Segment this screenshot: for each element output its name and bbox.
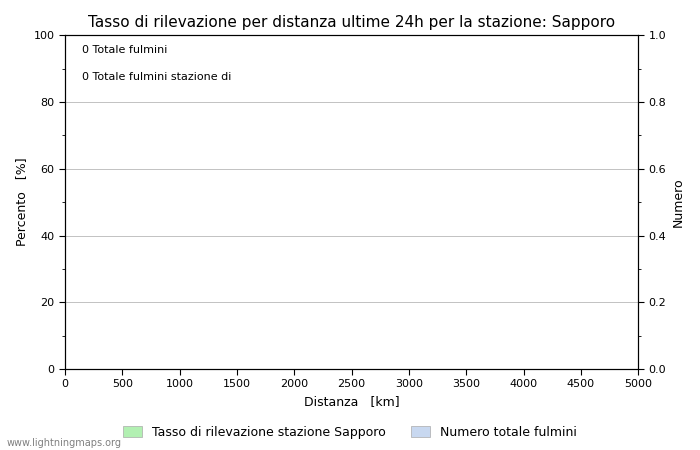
Y-axis label: Percento   [%]: Percento [%] (15, 158, 28, 247)
Y-axis label: Numero: Numero (672, 177, 685, 227)
Text: 0 Totale fulmini stazione di: 0 Totale fulmini stazione di (82, 72, 232, 82)
Legend: Tasso di rilevazione stazione Sapporo, Numero totale fulmini: Tasso di rilevazione stazione Sapporo, N… (118, 421, 582, 444)
X-axis label: Distanza   [km]: Distanza [km] (304, 395, 400, 408)
Text: 0 Totale fulmini: 0 Totale fulmini (82, 45, 167, 55)
Text: www.lightningmaps.org: www.lightningmaps.org (7, 438, 122, 448)
Title: Tasso di rilevazione per distanza ultime 24h per la stazione: Sapporo: Tasso di rilevazione per distanza ultime… (88, 15, 615, 30)
